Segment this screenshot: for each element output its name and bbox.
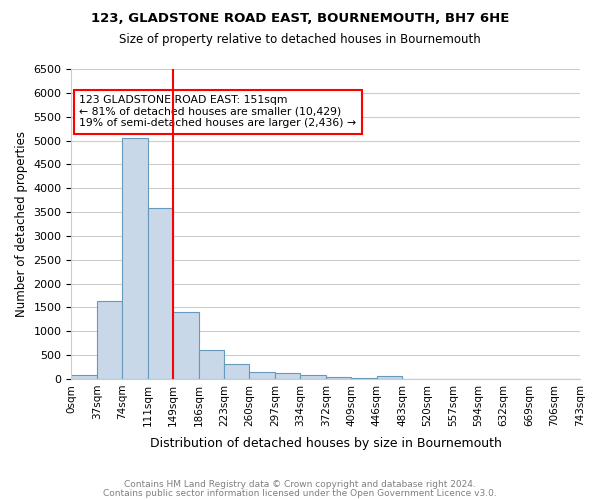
Text: 123, GLADSTONE ROAD EAST, BOURNEMOUTH, BH7 6HE: 123, GLADSTONE ROAD EAST, BOURNEMOUTH, B… [91,12,509,26]
Bar [351,378,377,379]
Text: Size of property relative to detached houses in Bournemouth: Size of property relative to detached ho… [119,32,481,46]
Bar [97,302,122,379]
Bar [224,364,250,379]
Text: Contains HM Land Registry data © Crown copyright and database right 2024.: Contains HM Land Registry data © Crown c… [124,480,476,489]
Bar [300,374,326,379]
Bar [326,377,351,379]
Y-axis label: Number of detached properties: Number of detached properties [15,131,28,317]
Bar [71,376,97,379]
Text: 123 GLADSTONE ROAD EAST: 151sqm
← 81% of detached houses are smaller (10,429)
19: 123 GLADSTONE ROAD EAST: 151sqm ← 81% of… [79,95,356,128]
Bar [148,208,173,379]
Bar [275,373,300,379]
Bar [199,350,224,379]
Bar [250,372,275,379]
Bar [173,312,199,379]
Text: Contains public sector information licensed under the Open Government Licence v3: Contains public sector information licen… [103,490,497,498]
Bar [122,138,148,379]
X-axis label: Distribution of detached houses by size in Bournemouth: Distribution of detached houses by size … [150,437,502,450]
Bar [377,376,402,379]
